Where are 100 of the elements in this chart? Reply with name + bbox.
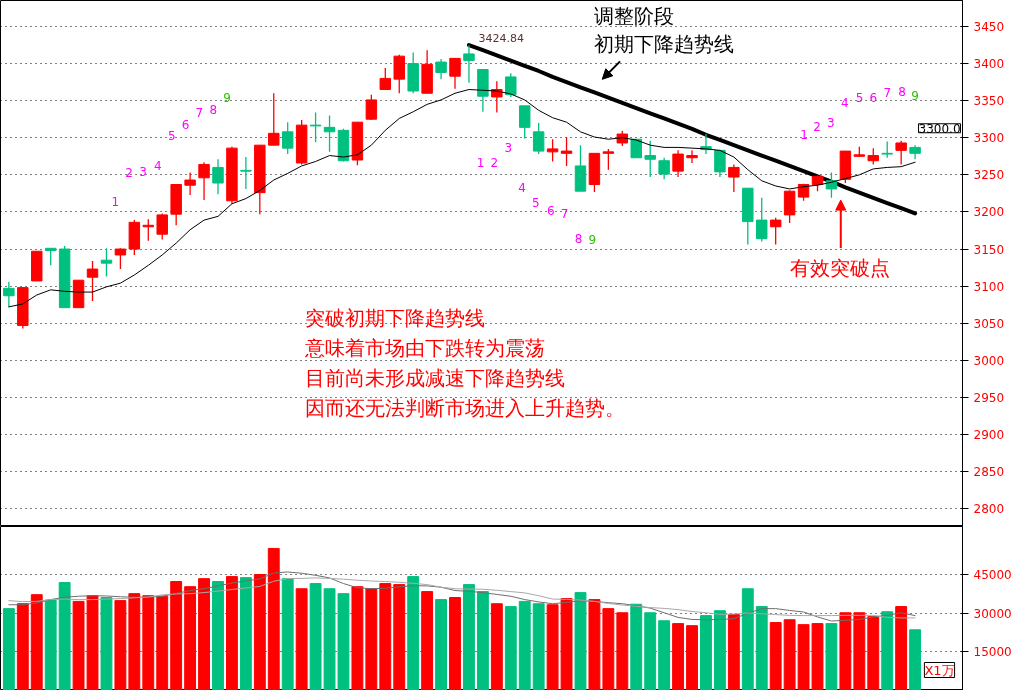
- bar: [769, 622, 782, 690]
- y-tick-label: 3000: [973, 353, 1005, 368]
- candlestick: [100, 247, 113, 278]
- annotation: 5: [855, 90, 864, 105]
- bar: [518, 600, 531, 690]
- candlestick: [184, 171, 196, 196]
- candlestick: [644, 140, 656, 178]
- candlestick: [532, 122, 545, 155]
- annotation: 5: [532, 195, 540, 210]
- bar: [895, 606, 908, 690]
- bar: [281, 578, 294, 690]
- y-tick-label: 3450: [973, 19, 1005, 34]
- candlestick: [756, 197, 768, 243]
- annotation: 6: [181, 117, 190, 132]
- bar: [156, 595, 169, 690]
- candlestick: [769, 217, 782, 246]
- candlestick: [114, 247, 127, 270]
- bar: [755, 606, 768, 690]
- candlestick: [365, 94, 378, 121]
- annotation: 8: [898, 84, 906, 99]
- bar: [114, 600, 127, 690]
- bar: [30, 594, 43, 690]
- bar: [226, 576, 238, 690]
- bar: [44, 599, 57, 690]
- y-tick-label: 30000: [973, 606, 1012, 621]
- bar: [700, 615, 712, 690]
- candlestick: [212, 158, 224, 195]
- bar: [295, 588, 308, 690]
- annotation: 7: [195, 105, 204, 120]
- bar: [198, 578, 210, 690]
- bar: [449, 597, 461, 690]
- bar: [407, 576, 420, 690]
- y-tick-label: 2800: [973, 502, 1005, 517]
- annotation: 6: [869, 90, 878, 105]
- annotation: 6: [546, 203, 555, 218]
- candlestick: [728, 163, 740, 193]
- candlestick: [895, 140, 907, 166]
- bar: [379, 583, 392, 690]
- bar: [393, 584, 406, 690]
- annotation: 1: [800, 127, 808, 142]
- candlestick: [240, 156, 252, 190]
- annotation: 1: [476, 155, 485, 170]
- annotation: 3: [504, 140, 513, 155]
- bar: [741, 588, 754, 690]
- bar: [58, 582, 71, 690]
- candlestick: [449, 57, 461, 90]
- bar: [574, 592, 587, 690]
- candlestick: [463, 44, 475, 84]
- annotation: 1: [111, 194, 120, 209]
- y-tick-label: 3050: [973, 316, 1005, 331]
- annotation: 3300.0: [918, 121, 961, 136]
- y-tick-label: 3400: [973, 57, 1005, 72]
- y-tick-label: 3100: [973, 279, 1005, 294]
- annotation: 突破初期下降趋势线: [305, 305, 486, 330]
- bar: [658, 620, 671, 690]
- bar: [253, 574, 266, 690]
- candlestick: [658, 157, 670, 180]
- bar: [839, 612, 852, 690]
- annotation: 2: [490, 155, 499, 170]
- bar: [435, 599, 448, 690]
- bar: [16, 603, 29, 690]
- annotation: 意味着市场由下跌转为震荡: [304, 335, 546, 360]
- bar: [713, 610, 726, 690]
- y-tick-label: 15000: [973, 645, 1012, 660]
- y-tick-label: 2950: [973, 390, 1005, 405]
- y-tick-label: 3150: [973, 242, 1005, 257]
- y-tick-label: 3250: [973, 168, 1005, 183]
- bar: [616, 612, 629, 690]
- bar: [128, 593, 141, 690]
- annotation: 9: [911, 88, 919, 103]
- candlestick: [686, 149, 698, 164]
- y-tick-label: 3200: [973, 205, 1005, 220]
- candlestick: [309, 111, 322, 143]
- y-tick-label: 45000: [973, 567, 1012, 582]
- bar: [212, 581, 224, 690]
- candlestick: [379, 67, 392, 91]
- annotation: 目前尚未形成减速下降趋势线: [305, 365, 566, 390]
- bar: [184, 586, 197, 690]
- bar: [532, 603, 545, 690]
- bar: [100, 597, 113, 690]
- bar: [267, 547, 280, 690]
- annotation: 4: [518, 180, 526, 195]
- candlestick: [156, 212, 168, 241]
- annotation: 因而还无法判断市场进入上升趋势。: [305, 395, 626, 420]
- annotation: 4: [840, 95, 849, 110]
- annotation: 9: [223, 90, 231, 105]
- annotation: 调整阶段: [594, 4, 675, 29]
- annotation: 3: [827, 115, 835, 130]
- y-tick-label: 3350: [973, 94, 1005, 109]
- bar: [504, 606, 517, 690]
- bar: [476, 591, 489, 690]
- annotation: 初期下降趋势线: [594, 32, 735, 57]
- annotation: 3: [139, 164, 147, 179]
- bar: [686, 625, 698, 690]
- annotation: 3424.84: [478, 32, 525, 46]
- candlestick: [198, 161, 210, 201]
- candlestick: [546, 138, 559, 163]
- candlestick: [560, 136, 573, 167]
- candlestick: [3, 281, 15, 308]
- annotation: 2: [813, 119, 821, 134]
